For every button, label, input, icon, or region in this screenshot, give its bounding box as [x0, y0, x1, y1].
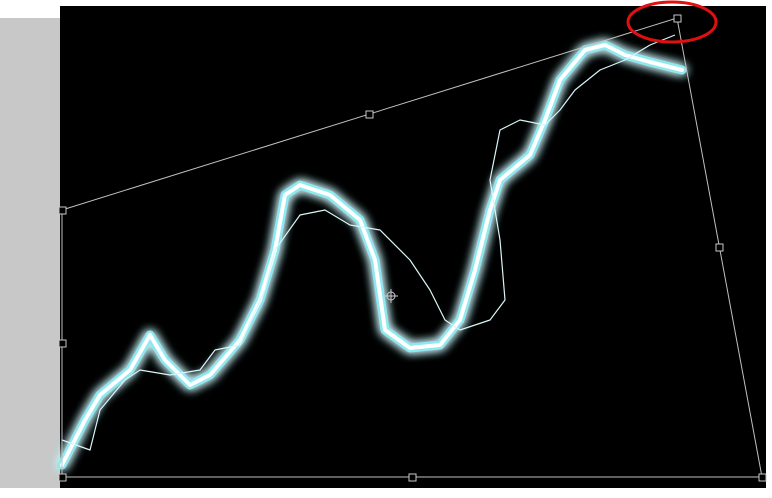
reference-point [384, 289, 398, 303]
handle[interactable] [58, 339, 67, 348]
canvas [60, 6, 766, 488]
transform-handles [58, 14, 767, 482]
handle[interactable] [673, 14, 682, 23]
lightning [57, 40, 687, 470]
highlight-circle [626, 0, 718, 44]
handle[interactable] [365, 110, 374, 119]
handle[interactable] [715, 243, 724, 252]
handle[interactable] [408, 473, 417, 482]
handle[interactable] [58, 206, 67, 215]
handle[interactable] [758, 473, 767, 482]
handle[interactable] [58, 473, 67, 482]
lightning-branch [61, 34, 676, 451]
pasteboard [0, 18, 60, 488]
lightning-core [60, 43, 684, 467]
